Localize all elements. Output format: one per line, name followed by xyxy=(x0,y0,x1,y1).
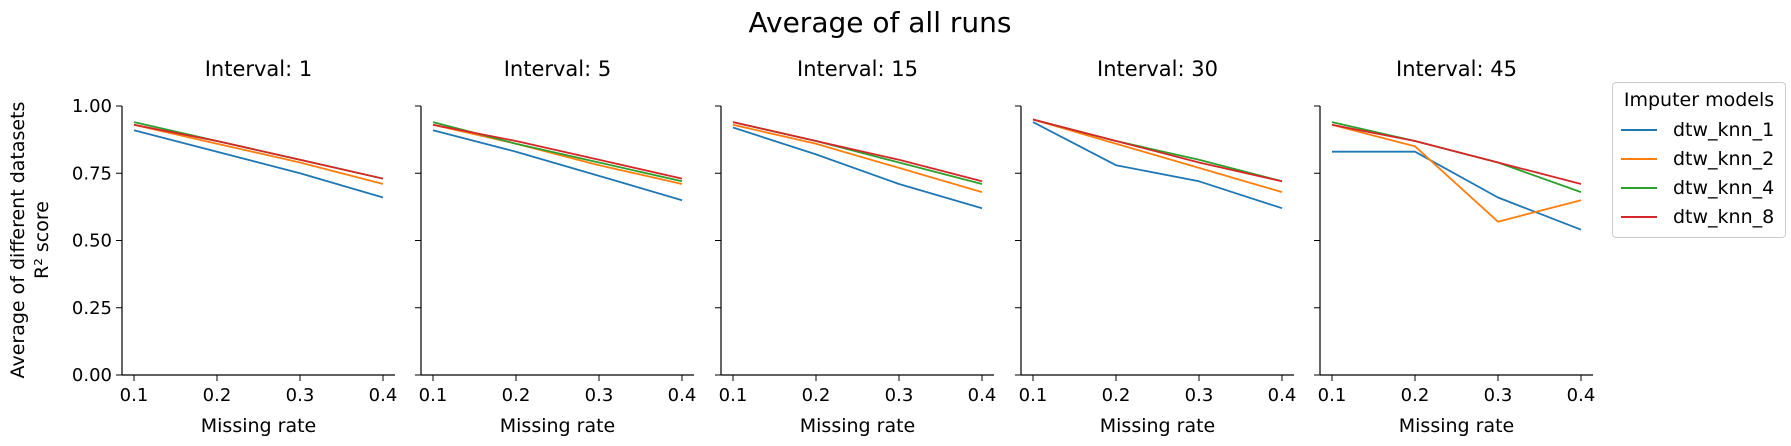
legend: Imputer models dtw_knn_1 dtw_knn_2 dtw_k… xyxy=(1612,82,1786,238)
series-line-dtw-knn-2 xyxy=(432,123,683,185)
legend-item-dtw-knn-8: dtw_knn_8 xyxy=(1613,204,1785,230)
x-tick-label: 0.1 xyxy=(120,385,149,406)
series-line-dtw-knn-1 xyxy=(732,126,983,210)
x-tick-label: 0.4 xyxy=(369,385,398,406)
legend-label: dtw_knn_2 xyxy=(1673,148,1775,170)
series-line-dtw-knn-4 xyxy=(432,121,683,183)
x-axis-label: Missing rate xyxy=(1100,415,1215,437)
x-tick-label: 0.3 xyxy=(585,385,614,406)
series-line-dtw-knn-8 xyxy=(432,123,683,180)
panel-title: Interval: 30 xyxy=(1097,57,1218,81)
x-axis-label: Missing rate xyxy=(500,415,615,437)
x-tick-label: 0.2 xyxy=(203,385,232,406)
series-line-dtw-knn-2 xyxy=(133,123,384,185)
legend-label: dtw_knn_4 xyxy=(1673,177,1775,199)
legend-swatch xyxy=(1621,216,1657,218)
y-axis-label-line-2: R² score xyxy=(31,201,53,279)
x-tick-label: 0.3 xyxy=(885,385,914,406)
series-line-dtw-knn-8 xyxy=(133,123,384,180)
x-axis-label: Missing rate xyxy=(1399,415,1514,437)
x-tick-label: 0.2 xyxy=(802,385,831,406)
x-tick-label: 0.3 xyxy=(1185,385,1214,406)
legend-item-dtw-knn-4: dtw_knn_4 xyxy=(1613,175,1785,201)
legend-title: Imputer models xyxy=(1623,89,1775,111)
series-line-dtw-knn-1 xyxy=(133,129,384,199)
x-tick-label: 0.1 xyxy=(1019,385,1048,406)
chart-panels: Interval: 1 0.00 0.25 0.50 0.75 1.00 0.1 0.2 0.3… xyxy=(72,57,1595,437)
legend-label: dtw_knn_8 xyxy=(1673,206,1775,228)
x-tick-label: 0.1 xyxy=(1318,385,1347,406)
figure-title: Average of all runs xyxy=(749,6,1012,39)
series-line-dtw-knn-8 xyxy=(732,121,983,183)
x-axis-label: Missing rate xyxy=(800,415,915,437)
series-line-dtw-knn-1 xyxy=(432,129,683,202)
panel-title: Interval: 5 xyxy=(504,57,612,81)
panel-title: Interval: 45 xyxy=(1396,57,1517,81)
x-tick-label: 0.1 xyxy=(719,385,748,406)
y-tick-label: 0.75 xyxy=(72,163,112,184)
x-tick-label: 0.4 xyxy=(1268,385,1297,406)
series-line-dtw-knn-1 xyxy=(1032,121,1283,210)
legend-item-dtw-knn-2: dtw_knn_2 xyxy=(1613,146,1785,172)
x-tick-label: 0.1 xyxy=(419,385,448,406)
series-line-dtw-knn-8 xyxy=(1032,118,1283,183)
y-axis-label-line-1: Average of different datasets xyxy=(7,102,29,379)
series-line-dtw-knn-2 xyxy=(732,123,983,193)
series-line-dtw-knn-1 xyxy=(1332,150,1582,231)
x-tick-label: 0.3 xyxy=(1484,385,1513,406)
y-tick-label: 0.50 xyxy=(72,231,112,252)
x-tick-label: 0.2 xyxy=(1401,385,1430,406)
legend-swatch xyxy=(1621,158,1657,160)
panel-title: Interval: 1 xyxy=(205,57,313,81)
x-axis-label: Missing rate xyxy=(201,415,316,437)
y-tick-label: 1.00 xyxy=(72,96,112,117)
x-tick-label: 0.4 xyxy=(668,385,697,406)
y-tick-label: 0.00 xyxy=(72,365,112,386)
legend-item-dtw-knn-1: dtw_knn_1 xyxy=(1613,117,1785,143)
x-tick-label: 0.3 xyxy=(286,385,315,406)
legend-swatch xyxy=(1621,129,1657,131)
x-tick-label: 0.4 xyxy=(968,385,997,406)
x-tick-label: 0.2 xyxy=(502,385,531,406)
legend-label: dtw_knn_1 xyxy=(1673,119,1775,141)
x-tick-label: 0.2 xyxy=(1102,385,1131,406)
panel-title: Interval: 15 xyxy=(797,57,918,81)
y-tick-label: 0.25 xyxy=(72,298,112,319)
legend-swatch xyxy=(1621,187,1657,189)
series-line-dtw-knn-8 xyxy=(1331,123,1582,185)
x-tick-label: 0.4 xyxy=(1567,385,1596,406)
series-line-dtw-knn-2 xyxy=(1032,118,1283,193)
series-line-dtw-knn-2 xyxy=(1331,123,1582,223)
